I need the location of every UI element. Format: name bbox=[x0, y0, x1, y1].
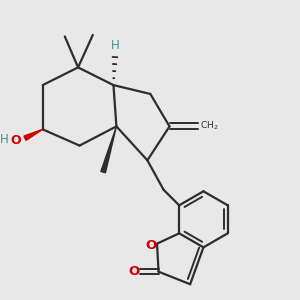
Polygon shape bbox=[24, 129, 43, 140]
Text: H: H bbox=[111, 39, 120, 52]
Text: O: O bbox=[145, 238, 156, 252]
Text: O: O bbox=[10, 134, 20, 147]
Text: O: O bbox=[129, 265, 140, 278]
Polygon shape bbox=[101, 126, 116, 173]
Text: CH$_2$: CH$_2$ bbox=[200, 120, 218, 132]
Text: H: H bbox=[0, 134, 9, 146]
